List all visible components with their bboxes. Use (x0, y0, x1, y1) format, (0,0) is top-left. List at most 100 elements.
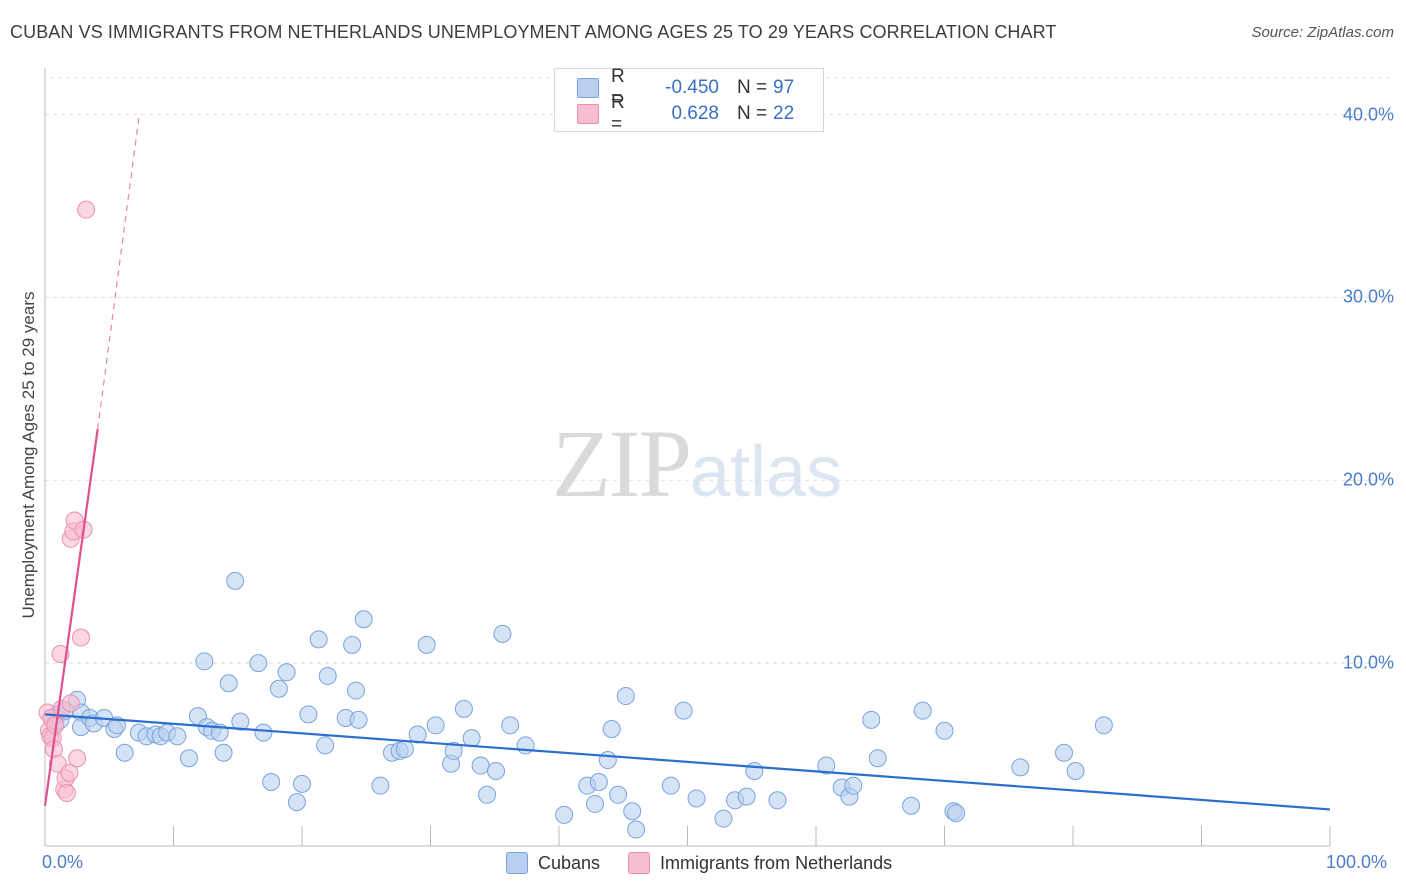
netherlands-point-18 (68, 749, 87, 768)
cubans-point-60 (493, 624, 512, 643)
source-credit: Source: ZipAtlas.com (1251, 24, 1394, 41)
cubans-point-95 (1094, 716, 1113, 735)
legend-row-cubans: R = -0.450 N = 97 (577, 66, 795, 109)
series-legend-label-netherlands: Immigrants from Netherlands (660, 852, 893, 873)
cubans-point-38 (309, 630, 328, 649)
cubans-point-61 (501, 716, 520, 735)
cubans-point-73 (661, 776, 680, 795)
series-legend-label-cubans: Cubans (538, 852, 601, 873)
cubans-point-59 (487, 762, 506, 781)
y-tick-label-1: 20.0% (1342, 469, 1394, 490)
series-legend-item-cubans[interactable]: Cubans (506, 852, 600, 874)
netherlands-point-13 (60, 763, 79, 782)
cubans-point-66 (589, 773, 608, 791)
watermark: ZIPatlas (552, 408, 842, 519)
cubans-point-30 (249, 654, 268, 673)
cubans-point-19 (168, 727, 187, 746)
cubans-point-13 (115, 743, 134, 762)
cubans-point-43 (346, 681, 365, 700)
cubans-point-49 (395, 740, 414, 759)
cubans-point-69 (609, 785, 628, 804)
chart-title: CUBAN VS IMMIGRANTS FROM NETHERLANDS UNE… (10, 22, 1057, 42)
cubans-point-55 (454, 699, 473, 718)
watermark-atlas: atlas (690, 432, 843, 512)
series-legend-swatch-netherlands (628, 852, 651, 874)
cubans-point-44 (349, 710, 368, 729)
cubans-point-42 (343, 635, 362, 654)
cubans-point-58 (478, 785, 497, 804)
cubans-point-91 (947, 804, 966, 823)
cubans-point-80 (768, 791, 787, 810)
cubans-point-92 (1011, 758, 1030, 777)
cubans-point-71 (623, 802, 642, 821)
cubans-point-57 (471, 756, 490, 775)
y-tick-label-2: 30.0% (1342, 286, 1394, 307)
cubans-point-84 (844, 776, 863, 795)
series-legend-item-netherlands[interactable]: Immigrants from Netherlands (628, 852, 892, 874)
cubans-point-31 (254, 723, 273, 742)
netherlands-point-21 (77, 200, 96, 219)
cubans-point-76 (714, 809, 733, 828)
legend-row-netherlands: R = 0.628 N = 22 (577, 92, 795, 135)
cubans-point-56 (462, 729, 481, 748)
cubans-point-36 (293, 774, 311, 793)
legend-n-value: 97 (773, 77, 795, 98)
cubans-point-40 (318, 666, 337, 685)
y-tick-label-3: 40.0% (1342, 104, 1394, 125)
series-legend-swatch-cubans (506, 852, 528, 874)
cubans-point-88 (913, 701, 932, 720)
cubans-point-70 (616, 687, 635, 706)
cubans-point-78 (737, 787, 756, 806)
cubans-point-79 (745, 762, 764, 781)
cubans-point-52 (426, 716, 445, 735)
cubans-point-63 (555, 805, 574, 824)
cubans-point-51 (417, 635, 436, 654)
cubans-point-27 (219, 674, 238, 693)
cubans-point-32 (262, 773, 281, 791)
legend-swatch-cubans (577, 78, 599, 98)
legend-n-label: N = (737, 103, 768, 124)
y-tick-label-0: 10.0% (1342, 652, 1394, 673)
cubans-point-39 (316, 736, 335, 755)
legend-n-value: 22 (773, 103, 795, 124)
legend-r-value: 0.628 (671, 103, 719, 124)
cubans-point-89 (935, 721, 954, 740)
legend-n-label: N = (737, 77, 768, 98)
cubans-point-65 (585, 794, 604, 813)
netherlands-point-15 (61, 694, 80, 713)
cubans-point-46 (371, 776, 390, 795)
cubans-point-45 (354, 610, 373, 629)
trendline-netherlands-extension (97, 118, 140, 430)
cubans-point-75 (687, 789, 706, 808)
x-tick-label-min: 0.0% (42, 852, 84, 872)
y-axis-label: Unemployment Among Ages 25 to 29 years (19, 291, 38, 619)
cubans-point-67 (598, 751, 617, 770)
correlation-legend: R = -0.450 N = 97 R = 0.628 N = 22 (554, 66, 824, 135)
cubans-point-68 (602, 719, 621, 738)
cubans-point-33 (269, 679, 288, 698)
cubans-point-94 (1066, 762, 1085, 781)
cubans-point-93 (1055, 743, 1074, 762)
legend-swatch-netherlands (577, 104, 599, 124)
legend-r-value: -0.450 (665, 77, 719, 98)
cubans-point-37 (299, 705, 318, 724)
legend-r-label: R = (611, 92, 625, 135)
series-legend: Cubans Immigrants from Netherlands (506, 852, 920, 874)
cubans-point-72 (627, 820, 646, 839)
trendline-cubans (44, 713, 1331, 811)
cubans-point-85 (862, 710, 881, 729)
cubans-point-74 (674, 701, 693, 720)
cubans-point-81 (817, 756, 836, 775)
cubans-point-34 (277, 663, 296, 682)
netherlands-point-19 (71, 628, 90, 647)
watermark-zip: ZIP (552, 410, 692, 517)
cubans-point-87 (902, 796, 921, 815)
netherlands-point-12 (57, 783, 76, 802)
cubans-point-29 (231, 712, 250, 731)
cubans-point-22 (195, 652, 214, 671)
cubans-point-20 (179, 749, 198, 768)
cubans-point-26 (214, 743, 233, 762)
legend-r-label: R = (611, 66, 625, 109)
trendline-netherlands (43, 428, 99, 806)
